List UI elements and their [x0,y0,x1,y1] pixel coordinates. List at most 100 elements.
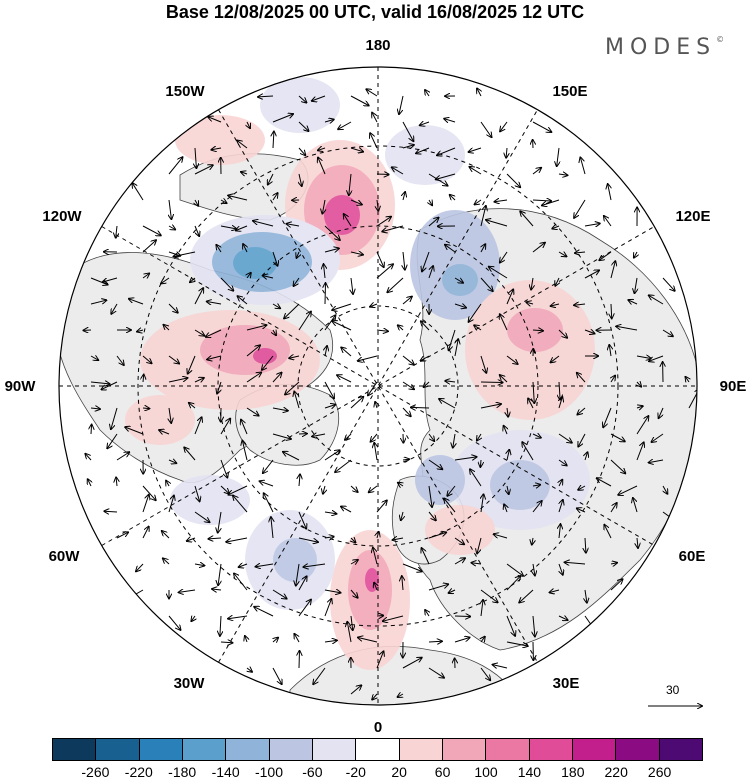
wind-vector [480,121,492,137]
wind-vector [506,615,515,636]
wind-vector [480,589,498,602]
wind-vector [358,638,378,643]
wind-vector [628,300,638,304]
wind-vector [526,302,534,304]
wind-vector [142,527,149,539]
wind-vector [402,407,411,416]
wind-vector [559,524,561,539]
lon-label-60w: 60W [49,548,81,565]
wind-vector [194,288,203,305]
wind-vector [132,183,144,201]
wind-vector [636,406,643,408]
wind-vector [445,381,456,382]
colorbar-tick-label: -100 [254,764,284,780]
wind-vector [472,563,482,564]
colorbar-ticks: -260 -220 -180 -140 -100 -60 -20 20 60 100 140 180 2… [52,764,703,782]
wind-vector [374,583,377,591]
wind-vector [254,607,274,617]
wind-vector [577,373,586,383]
wind-vector [243,244,247,253]
brand-name: MODES [605,35,717,60]
wind-vector [428,667,444,678]
brand-logo: MODES© [605,35,724,60]
wind-vector [506,147,507,158]
wind-vector [239,564,248,567]
wind-vector [444,499,456,513]
anomaly-negative [385,125,465,185]
wind-vector [298,600,311,617]
wind-vector [272,433,291,439]
colorbar-tick-label: 180 [561,764,585,780]
wind-vector [283,452,300,461]
wind-vector [428,433,434,441]
wind-vector [324,264,326,279]
wind-vector [558,329,567,338]
wind-vector [633,498,638,513]
wind-vector [194,485,200,501]
wind-vector [416,147,430,153]
wind-vector [402,355,414,365]
wind-vector [125,427,144,435]
wind-vector [246,345,260,357]
wind-vector [347,622,352,643]
wind-vector [129,299,144,305]
wind-vector [636,442,644,461]
wind-vector [565,562,586,564]
colorbar-swatch [659,739,702,760]
wind-vector [374,443,377,461]
wind-vector [168,226,175,230]
wind-vector [258,96,274,97]
wind-vector [298,576,307,591]
wind-vector [174,251,196,257]
wind-vector [532,537,533,545]
wind-vector [358,355,378,361]
wind-vector [519,589,534,603]
wind-vector [580,158,586,175]
anomaly-negative [442,264,478,296]
wind-vector [383,615,404,621]
colorbar-swatch [442,739,487,760]
wind-vector [376,217,391,227]
wind-vector [454,616,470,617]
wind-vector [455,339,458,357]
wind-vector [532,121,551,132]
wind-vector [382,225,404,232]
wind-vector [402,381,414,389]
wind-vector [421,355,430,361]
wind-vector [532,168,541,175]
wind-vector [506,290,513,305]
colorbar-swatch [356,739,400,760]
wind-vector [618,485,638,495]
wind-vector [345,433,352,440]
wind-vector [324,640,337,642]
wind-vector [373,548,378,565]
wind-vector [450,195,455,200]
wind-vector [229,485,248,495]
wind-vector [90,408,100,409]
wind-vector [285,381,300,395]
wind-vector [480,277,493,291]
wind-vector [500,375,508,383]
latitude-circle [137,145,619,627]
wind-vector [207,356,222,360]
wind-vector [481,494,484,513]
wind-vector [85,454,92,461]
wind-vector [376,651,384,669]
wind-vector [421,321,430,331]
wind-vector [351,277,353,294]
wind-vector [246,373,261,383]
wind-vector [429,200,432,205]
wind-vector [688,389,697,409]
wind-vector [557,147,559,166]
wind-vector [344,214,352,227]
wind-vector [207,302,222,305]
wind-vector [228,196,248,201]
wind-vector [610,579,623,591]
wind-vector [116,478,117,487]
wind-vector [428,459,442,469]
wind-vector [294,277,300,286]
wind-vector [604,216,612,227]
wind-vector [686,377,690,382]
wind-vector [444,119,456,122]
wind-vector [272,114,293,123]
